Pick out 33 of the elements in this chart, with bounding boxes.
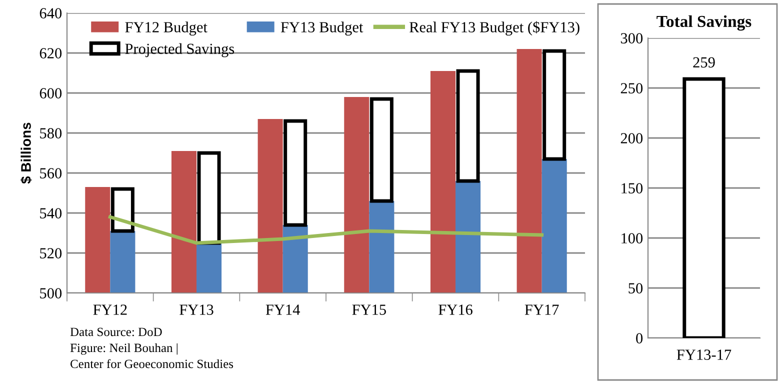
text: Center for Geoeconomic Studies <box>70 359 234 368</box>
legend-label: FY13 Budget <box>280 22 364 36</box>
y-tick-label: 540 <box>40 208 62 218</box>
y-tick-label: 640 <box>40 8 62 18</box>
text: Figure: Neil Bouhan | <box>70 343 178 355</box>
y-tick-label: 560 <box>40 168 62 178</box>
y-tick-label: 150 <box>622 183 643 194</box>
chart-title: Total Savings <box>656 15 752 31</box>
y-tick-label: 580 <box>40 128 62 138</box>
y-tick-label: 50 <box>628 283 643 294</box>
line-series <box>108 215 544 245</box>
x-tick-label: FY14 <box>266 304 300 315</box>
y-tick-label: 250 <box>620 83 643 94</box>
x-tick-label: FY13 <box>180 304 214 315</box>
y-tick-label: 300 <box>620 33 643 44</box>
legend-label: FY12 Budget <box>125 22 208 36</box>
x-tick-label: FY15 <box>352 304 386 315</box>
y-tick-label: 600 <box>40 88 62 98</box>
y-tick-label: 520 <box>40 248 62 258</box>
x-tick-label: FY13-17 <box>676 350 732 360</box>
legend-label: Projected Savings <box>125 43 234 58</box>
y-tick-label: 200 <box>620 133 643 144</box>
y-tick-label: 0 <box>636 333 643 344</box>
x-tick-label: FY17 <box>524 304 559 315</box>
x-tick-label: FY12 <box>93 304 127 315</box>
source-note: Data Source: DoD <box>70 328 162 336</box>
y-axis-title: $ Billions <box>20 122 32 184</box>
y-tick-label: 620 <box>40 48 62 58</box>
y-tick-label: 100 <box>622 233 643 244</box>
x-tick-label: FY16 <box>438 304 472 315</box>
data-label: 259 <box>693 57 715 68</box>
y-tick-label: 500 <box>40 288 62 298</box>
legend-label: Real FY13 Budget ($FY13) <box>409 21 580 36</box>
